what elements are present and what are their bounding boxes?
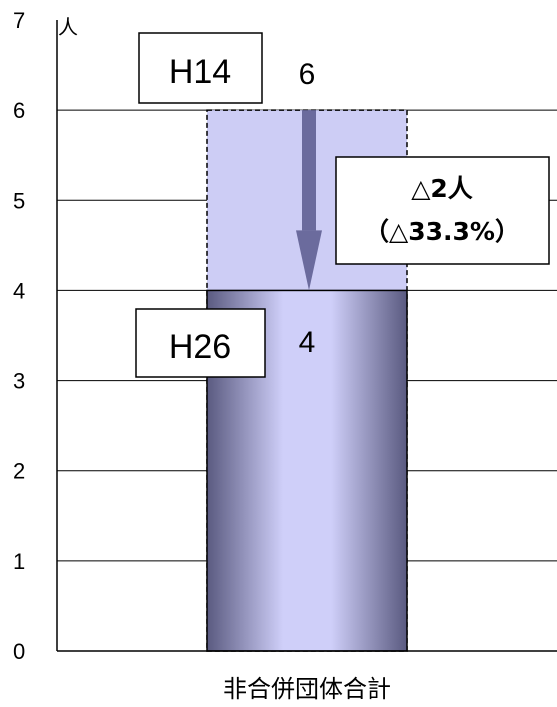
y-tick-label: 4 [13, 278, 25, 303]
y-tick-label: 5 [13, 188, 25, 213]
change-annotation: △2人 （△33.3%） [335, 156, 550, 265]
y-tick-label: 0 [13, 639, 25, 664]
y-tick-label: 2 [13, 459, 25, 484]
decrease-arrow [296, 110, 322, 291]
y-tick-label: 1 [13, 549, 25, 574]
svg-text:△2人: △2人 [411, 174, 473, 203]
value-label-h26: 4 [299, 326, 316, 359]
y-axis-ticks: 0 1 2 3 4 5 6 7 [13, 8, 25, 664]
value-label-h14: 6 [299, 58, 316, 91]
y-tick-label: 6 [13, 98, 25, 123]
category-label: 非合併団体合計 [223, 675, 391, 703]
y-tick-label: 3 [13, 369, 25, 394]
svg-text:H14: H14 [169, 53, 231, 91]
y-unit-label: 人 [58, 15, 78, 39]
series-label-h26: H26 [135, 308, 266, 378]
y-tick-label: 7 [13, 8, 25, 33]
series-label-h14: H14 [138, 32, 263, 104]
svg-text:（△33.3%）: （△33.3%） [364, 217, 520, 246]
svg-text:H26: H26 [169, 328, 231, 366]
